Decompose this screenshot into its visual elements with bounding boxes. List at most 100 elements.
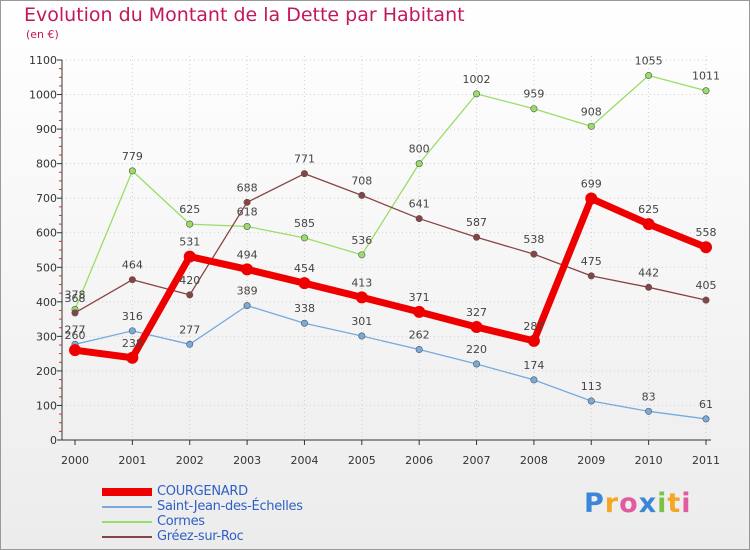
data-label: 908 <box>581 105 602 118</box>
x-tick-label: 2009 <box>577 454 605 467</box>
data-label: 338 <box>294 302 315 315</box>
data-label: 708 <box>351 174 372 187</box>
x-tick-label: 2007 <box>463 454 491 467</box>
grid <box>62 56 708 440</box>
legend-label: Saint-Jean-des-Échelles <box>157 499 303 514</box>
data-label: 420 <box>179 274 200 287</box>
data-label: 494 <box>237 248 258 261</box>
data-label: 536 <box>351 234 372 247</box>
legend-item: Cormes <box>102 514 303 529</box>
data-label: 368 <box>65 292 86 305</box>
data-point <box>128 327 136 335</box>
legend-item: Saint-Jean-des-Échelles <box>102 499 303 514</box>
legend: COURGENARD Saint-Jean-des-Échelles Cormes G… <box>102 484 303 544</box>
y-tick-label: 600 <box>36 227 57 240</box>
data-point <box>183 250 196 263</box>
data-point <box>587 272 595 280</box>
series-group <box>69 72 712 423</box>
data-point <box>530 376 538 384</box>
data-label: 475 <box>581 255 602 268</box>
data-label: 454 <box>294 262 315 275</box>
legend-swatch <box>102 505 152 508</box>
legend-label: COURGENARD <box>157 484 248 499</box>
y-tick-label: 0 <box>50 434 57 447</box>
data-point <box>530 105 538 113</box>
data-point <box>700 241 712 254</box>
logo-letter: i <box>657 488 668 519</box>
data-point <box>126 351 139 364</box>
axes: 0 100 200 300 400 500 600 700 800 900 1000 1100 2000… <box>29 54 720 467</box>
data-point <box>587 397 595 405</box>
data-label: 83 <box>642 390 656 403</box>
data-point <box>300 234 308 242</box>
data-point <box>473 90 481 98</box>
legend-item: Gréez-sur-Roc <box>102 529 303 544</box>
data-label: 220 <box>466 343 487 356</box>
y-tick-label: 300 <box>36 330 57 343</box>
data-label: 538 <box>523 233 544 246</box>
data-point <box>530 250 538 258</box>
data-label: 389 <box>237 285 258 298</box>
data-point <box>355 291 368 304</box>
data-label: 371 <box>409 291 430 304</box>
data-point <box>645 283 653 291</box>
y-tick-label: 500 <box>36 261 57 274</box>
data-point <box>645 407 653 415</box>
x-tick-label: 2006 <box>405 454 433 467</box>
data-label: 287 <box>523 320 544 333</box>
data-point <box>243 223 251 231</box>
y-tick-label: 800 <box>36 158 57 171</box>
data-label: 618 <box>237 206 258 219</box>
logo-letter: t <box>667 488 682 519</box>
data-point <box>186 220 194 228</box>
series-line-3 <box>74 195 708 362</box>
legend-label: Cormes <box>157 514 205 529</box>
x-tick-label: 2010 <box>635 454 663 467</box>
legend-swatch <box>102 535 152 538</box>
data-label: 174 <box>523 359 544 372</box>
x-tick-label: 2008 <box>520 454 548 467</box>
data-label: 959 <box>523 88 544 101</box>
data-label: 277 <box>65 323 86 336</box>
data-point <box>71 309 79 317</box>
data-label: 277 <box>179 323 200 336</box>
data-label: 558 <box>696 226 717 239</box>
data-label: 301 <box>351 315 372 328</box>
data-label: 779 <box>122 150 143 163</box>
data-point <box>415 160 423 168</box>
logo-letter: i <box>681 488 692 519</box>
data-point <box>186 340 194 348</box>
series-line-0 <box>74 74 707 310</box>
data-point <box>645 72 653 80</box>
chart-unit: (en €) <box>26 28 59 41</box>
data-label: 688 <box>237 181 258 194</box>
data-label: 260 <box>65 329 86 342</box>
data-label: 771 <box>294 153 315 166</box>
x-tick-label: 2000 <box>61 454 89 467</box>
data-label: 641 <box>409 198 430 211</box>
proxiti-logo: Proxiti <box>584 488 692 519</box>
data-point <box>186 291 194 299</box>
data-point <box>243 302 251 310</box>
data-label: 327 <box>466 306 487 319</box>
data-label: 316 <box>122 310 143 323</box>
y-tick-label: 900 <box>36 123 57 136</box>
y-tick-label: 1100 <box>29 54 57 67</box>
data-point <box>587 122 595 130</box>
logo-letter: x <box>638 488 658 519</box>
logo-letter: o <box>619 488 639 519</box>
legend-swatch <box>102 520 152 523</box>
series-line-2 <box>74 304 707 420</box>
x-tick-label: 2003 <box>233 454 261 467</box>
data-point <box>415 215 423 223</box>
y-tick-label: 100 <box>36 399 57 412</box>
data-point <box>358 191 366 199</box>
y-tick-label: 200 <box>36 365 57 378</box>
y-tick-label: 700 <box>36 192 57 205</box>
y-tick-label: 400 <box>36 296 57 309</box>
data-point <box>128 276 136 284</box>
data-label: 413 <box>351 276 372 289</box>
legend-swatch <box>102 487 152 496</box>
data-label: 378 <box>65 288 86 301</box>
